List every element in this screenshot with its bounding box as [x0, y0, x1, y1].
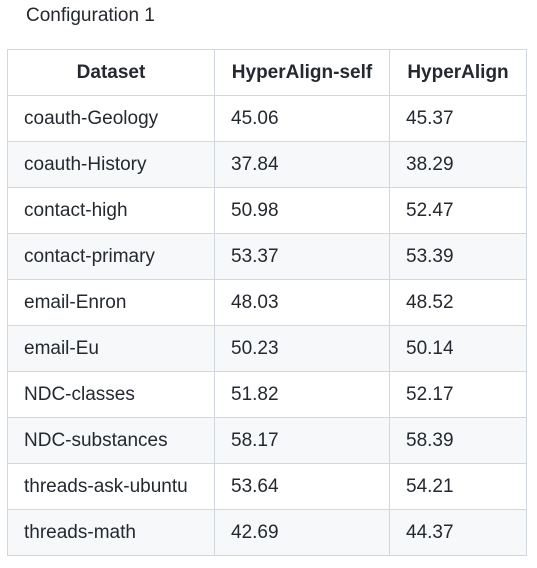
hyperalign-self-cell: 37.84 [214, 141, 390, 188]
hyperalign-cell: 38.29 [389, 141, 527, 188]
dataset-cell: contact-high [7, 187, 215, 234]
dataset-cell: email-Enron [7, 279, 215, 326]
table-row: coauth-Geology 45.06 45.37 [7, 95, 527, 142]
hyperalign-self-cell: 50.23 [214, 325, 390, 372]
table-row: threads-math 42.69 44.37 [7, 509, 527, 556]
hyperalign-self-cell: 45.06 [214, 95, 390, 142]
hyperalign-cell: 48.52 [389, 279, 527, 326]
column-header-hyperalign-self: HyperAlign-self [214, 49, 390, 96]
dataset-cell: coauth-Geology [7, 95, 215, 142]
table-row: contact-high 50.98 52.47 [7, 187, 527, 234]
column-header-hyperalign: HyperAlign [389, 49, 527, 96]
hyperalign-cell: 52.47 [389, 187, 527, 234]
hyperalign-self-cell: 50.98 [214, 187, 390, 234]
hyperalign-cell: 53.39 [389, 233, 527, 280]
dataset-cell: coauth-History [7, 141, 215, 188]
hyperalign-cell: 44.37 [389, 509, 527, 556]
hyperalign-self-cell: 51.82 [214, 371, 390, 418]
dataset-cell: NDC-substances [7, 417, 215, 464]
hyperalign-cell: 50.14 [389, 325, 527, 372]
dataset-cell: email-Eu [7, 325, 215, 372]
dataset-cell: contact-primary [7, 233, 215, 280]
hyperalign-cell: 52.17 [389, 371, 527, 418]
table-caption: Configuration 1 [26, 5, 155, 26]
hyperalign-self-cell: 42.69 [214, 509, 390, 556]
hyperalign-self-cell: 48.03 [214, 279, 390, 326]
hyperalign-self-cell: 53.37 [214, 233, 390, 280]
hyperalign-self-cell: 58.17 [214, 417, 390, 464]
table-row: email-Enron 48.03 48.52 [7, 279, 527, 326]
results-table: Dataset HyperAlign-self HyperAlign coaut… [7, 49, 527, 556]
dataset-cell: NDC-classes [7, 371, 215, 418]
column-header-dataset: Dataset [7, 49, 215, 96]
hyperalign-self-cell: 53.64 [214, 463, 390, 510]
hyperalign-cell: 54.21 [389, 463, 527, 510]
hyperalign-cell: 45.37 [389, 95, 527, 142]
table-row: NDC-classes 51.82 52.17 [7, 371, 527, 418]
hyperalign-cell: 58.39 [389, 417, 527, 464]
table-row: NDC-substances 58.17 58.39 [7, 417, 527, 464]
table-row: contact-primary 53.37 53.39 [7, 233, 527, 280]
table-header-row: Dataset HyperAlign-self HyperAlign [7, 49, 527, 96]
table-row: threads-ask-ubuntu 53.64 54.21 [7, 463, 527, 510]
dataset-cell: threads-math [7, 509, 215, 556]
table-row: email-Eu 50.23 50.14 [7, 325, 527, 372]
table-row: coauth-History 37.84 38.29 [7, 141, 527, 188]
dataset-cell: threads-ask-ubuntu [7, 463, 215, 510]
